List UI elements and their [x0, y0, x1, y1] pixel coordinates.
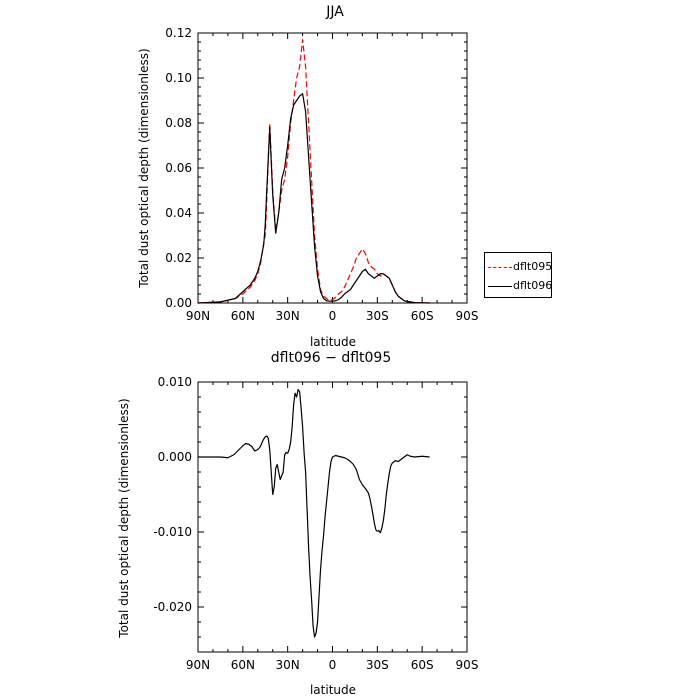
- top-series-line-dflt096: [197, 93, 430, 304]
- bottom-series-line-series-0: [198, 388, 430, 638]
- top-x-tick-label: 90S: [456, 309, 479, 323]
- bottom-plot-frame: [197, 381, 468, 653]
- bottom-y-tick-label: -0.020: [153, 600, 192, 614]
- bottom-x-tick-label: 90N: [186, 658, 210, 672]
- bottom-y-axis-label: Total dust optical depth (dimensionless): [117, 398, 131, 638]
- bottom-x-tick-label: 60S: [411, 658, 434, 672]
- top-y-tick-label: 0.08: [165, 116, 192, 130]
- top-series-line-dflt095: [197, 39, 430, 304]
- panel-bottom: dflt096 − dflt095 Total dust optical dep…: [117, 350, 478, 697]
- bottom-x-tick-label: 90S: [456, 658, 479, 672]
- top-y-tick-label: 0.12: [165, 26, 192, 40]
- bottom-y-tick-label: -0.010: [153, 525, 192, 539]
- bottom-x-tick-label: 0: [329, 658, 337, 672]
- legend-label-dflt095: dflt095: [513, 260, 553, 273]
- top-y-tick-label: 0.10: [165, 71, 192, 85]
- bottom-y-tick-label: 0.010: [158, 375, 192, 389]
- top-x-tick-label: 30N: [276, 309, 300, 323]
- top-plot-frame: [197, 32, 468, 304]
- top-chart-title: JJA: [325, 4, 344, 20]
- bottom-x-tick-label: 60N: [231, 658, 255, 672]
- bottom-chart-title: dflt096 − dflt095: [271, 350, 391, 366]
- top-y-tick-label: 0.04: [165, 206, 192, 220]
- legend-item-dflt095: dflt095: [487, 260, 553, 274]
- top-x-axis-label: latitude: [310, 335, 356, 349]
- legend-label-dflt096: dflt096: [513, 279, 553, 292]
- bottom-x-tick-label: 30N: [276, 658, 300, 672]
- bottom-x-tick-label: 30S: [366, 658, 389, 672]
- top-x-tick-label: 30S: [366, 309, 389, 323]
- top-x-tick-label: 0: [329, 309, 337, 323]
- panel-top: JJA Total dust optical depth (dimensionl…: [137, 4, 478, 349]
- bottom-x-axis-label: latitude: [310, 683, 356, 697]
- legend: dflt095 dflt096: [484, 252, 552, 298]
- top-x-tick-label: 90N: [186, 309, 210, 323]
- top-y-tick-label: 0.06: [165, 161, 192, 175]
- legend-item-dflt096: dflt096: [487, 279, 553, 293]
- top-y-tick-label: 0.00: [165, 296, 192, 310]
- top-x-tick-label: 60N: [231, 309, 255, 323]
- legend-swatch-dflt095: [488, 267, 512, 268]
- top-y-axis-label: Total dust optical depth (dimensionless): [137, 48, 151, 288]
- top-x-tick-label: 60S: [411, 309, 434, 323]
- top-y-tick-label: 0.02: [165, 251, 192, 265]
- legend-swatch-dflt096: [488, 286, 512, 287]
- bottom-y-tick-label: 0.000: [158, 450, 192, 464]
